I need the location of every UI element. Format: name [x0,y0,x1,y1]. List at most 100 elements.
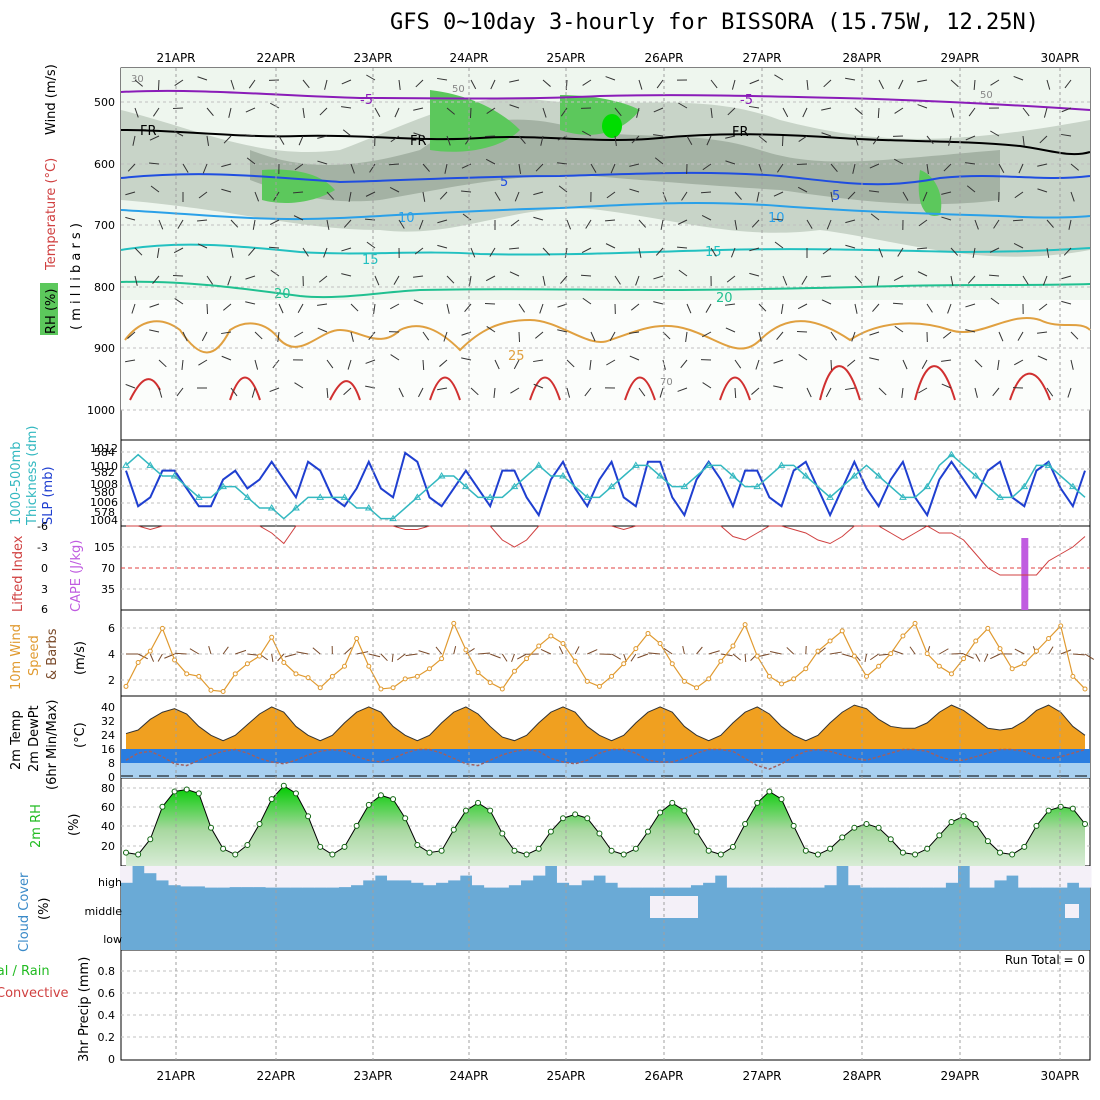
wind10-barb [708,650,720,655]
profile-barb [149,135,160,141]
profile-barb [324,79,328,90]
profile-barb [701,215,712,221]
rh2m-point [462,807,469,814]
cloud-high-bar [896,866,910,888]
cloud-high-bar [775,866,789,888]
wind10-point [596,683,602,689]
ylabel-slp: SLP (mb) [41,466,56,525]
profile-barb [1014,191,1024,199]
cloud-high-bar [459,866,473,876]
profile-barb [484,302,496,305]
profile-barb [965,329,976,333]
temperature-isotherms [120,89,1091,401]
profile-barb [998,331,1004,342]
label-20-b: 20 [716,291,733,306]
run-total: Run Total = 0 [1005,953,1085,967]
cloud-high-bar [908,866,922,888]
chart-title: GFS 0~10day 3-hourly for BISSORA (15.75W… [390,10,1040,35]
profile-barb [1046,219,1054,228]
cape-tick-70: 70 [101,562,115,575]
wind10-point [511,668,517,674]
profile-barb [677,387,688,392]
profile-barb [342,129,352,137]
isotherm-freezing [120,129,1091,156]
profile-barb [749,79,760,85]
cloud-level-low: low [103,933,122,946]
wind10-barb [208,646,212,655]
profile-barb [323,247,328,258]
profile-barb [374,275,380,286]
profile-ylabels: Temperature (°C) Wind (m/s) ( m i l l i … [40,64,84,335]
thickness-marker [462,482,470,490]
profile-barb [798,135,808,143]
profile-barb [606,191,616,199]
profile-barb [797,303,808,310]
profile-barb [992,387,1000,397]
profile-barb [319,107,328,116]
rh2m-point [183,786,190,793]
wind10-barb [870,653,879,661]
profile-barb [878,79,884,90]
wind10-barb [963,653,974,659]
profile-barb [230,79,235,90]
profile-barb [393,275,400,285]
wind10-point [584,678,590,684]
profile-barb [653,301,664,305]
profile-barb [968,107,976,117]
thickness-marker [437,472,446,479]
profile-barb [725,135,736,139]
li-tick-3: 3 [41,583,48,596]
profile-barb [610,163,616,174]
wind10-point [305,675,311,681]
wind10-point [851,653,857,659]
profile-barb [776,163,784,173]
profile-barb [566,359,575,368]
profile-barb [755,359,760,370]
profile-barb [1070,359,1074,370]
rh2m-point [742,820,749,827]
profile-barb [947,303,952,314]
wind10-barb [983,653,989,662]
profile-barb [751,387,760,395]
profile-barb [348,191,352,202]
wind10-barb [489,653,501,659]
rh2m-point [123,849,129,856]
thickness-marker [1044,461,1053,468]
profile-barb [125,216,136,221]
profile-barb [758,303,767,312]
profile-barb [609,331,616,341]
profile-barb [293,215,304,221]
ylabel-2m-rh: 2m RH [29,804,44,848]
date-label: 30APR [1040,51,1079,65]
wind10-point [451,620,457,626]
wind10-barb [786,647,795,655]
rh2m-point [681,807,688,814]
profile-barb [413,275,424,278]
date-label: 25APR [546,51,585,65]
cape-panel: -6 -3 0 3 6 105 70 35 Lifted Index CAPE … [11,520,1090,616]
profile-barb [173,130,184,137]
thickness-marker [389,514,397,522]
profile-barb [1018,163,1024,174]
wind10-point [997,646,1003,652]
profile-barb [782,275,788,286]
profile-barb [422,163,430,172]
ylabel-cloud-cover: Cloud Cover [17,872,32,952]
cloud-high-bar [860,866,874,888]
cloud-high-bar [1042,866,1056,888]
wind10-barb [397,653,406,661]
profile-barb [221,355,232,361]
cloud-high-bar [423,866,437,886]
profile-barb [437,387,448,391]
profile-barb [854,107,863,115]
profile-barb [443,331,448,342]
profile-barb [446,303,450,314]
profile-barb [350,163,355,174]
profile-barb [398,387,404,398]
ylabel-rh-unit: (%) [67,814,82,837]
wind10-point [754,653,760,659]
rh2m-point [547,828,554,835]
profile-barb [302,79,310,89]
profile-barb [341,106,352,109]
